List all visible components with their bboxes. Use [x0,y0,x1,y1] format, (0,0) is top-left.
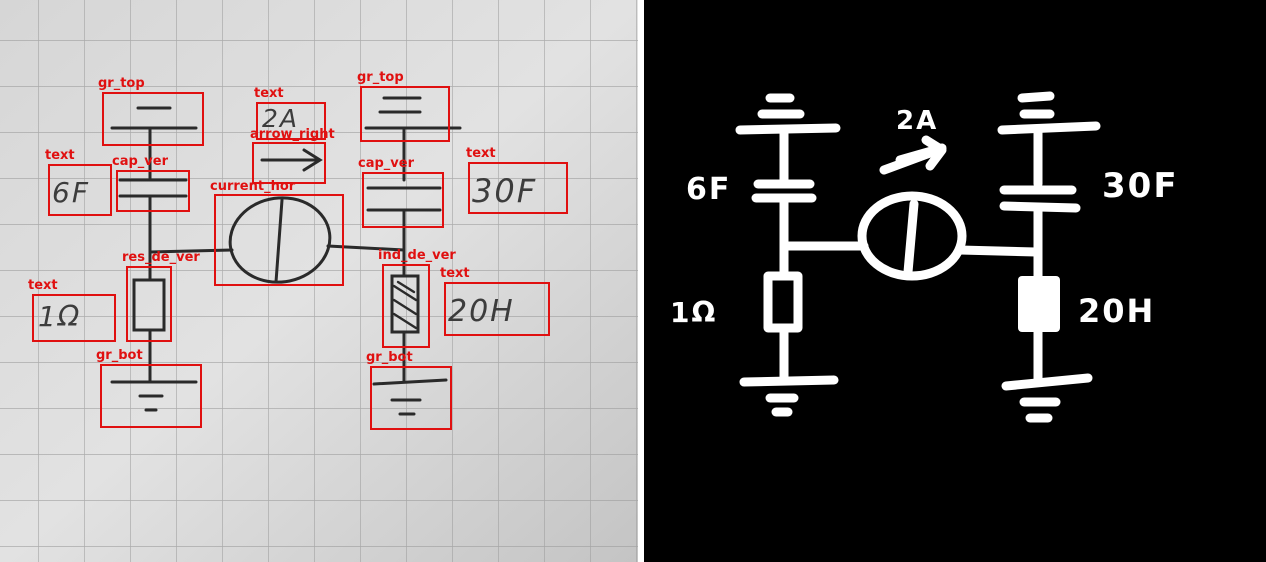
bbox-label-current-hor: current_hor [210,179,296,194]
bbox-gr-bot-right [370,366,452,430]
bbox-label-text-20H: text [440,266,470,281]
bbox-label-gr-top-left: gr_top [98,76,145,91]
bbox-gr-top-right [360,86,450,142]
mask-inductor-block [1018,276,1060,332]
bbox-label-ind-de-ver: ind_de_ver [378,248,456,263]
bbox-current-hor [214,194,344,286]
mask-text-1ohm: 1Ω [670,296,718,329]
bbox-res-de-ver [126,266,172,342]
bbox-ind-de-ver [382,264,430,348]
bbox-label-gr-top-right: gr_top [357,70,404,85]
mask-drawing [735,91,1101,423]
handwriting-20H: 20H [448,294,515,329]
bbox-gr-bot-left [100,364,202,428]
bbox-text-30F [468,162,568,214]
bbox-label-res-de-ver: res_de_ver [122,250,200,265]
bbox-label-text-2A: text [254,86,284,101]
handwriting-1ohm: 1Ω [38,300,82,333]
mask-text-2A: 2A [896,106,939,136]
bbox-label-text-30F: text [466,146,496,161]
bbox-text-6F [48,164,112,216]
circuit-ink [110,96,462,416]
mask-text-20H: 20H [1078,292,1156,330]
bbox-label-gr-bot-right: gr_bot [366,350,413,365]
mask-text-6F: 6F [686,172,732,207]
annotated-photo-panel: 2A 6F 30F 1Ω 20H gr_top text arrow_right… [0,0,638,562]
bbox-label-cap-ver-right: cap_ver [358,156,414,171]
bbox-label-cap-ver-left: cap_ver [112,154,168,169]
bbox-label-arrow-right: arrow_right [250,127,335,142]
bbox-text-2A [256,102,326,140]
handwriting-30F: 30F [472,172,538,210]
mask-ink [735,91,1101,423]
bbox-arrow-right [252,142,326,184]
bbox-cap-ver-right [362,172,444,228]
bbox-text-20H [444,282,550,336]
bbox-gr-top-left [102,92,204,146]
binary-mask-panel: 2A 6F 30F 1Ω 20H [644,0,1266,562]
bbox-label-text-6F: text [45,148,75,163]
handwriting-2A: 2A [262,104,300,133]
bbox-cap-ver-left [116,170,190,212]
handwriting-6F: 6F [52,176,90,209]
bbox-label-gr-bot-left: gr_bot [96,348,143,363]
mask-text-30F: 30F [1102,166,1179,206]
bbox-text-1ohm [32,294,116,342]
bbox-label-text-1ohm: text [28,278,58,293]
